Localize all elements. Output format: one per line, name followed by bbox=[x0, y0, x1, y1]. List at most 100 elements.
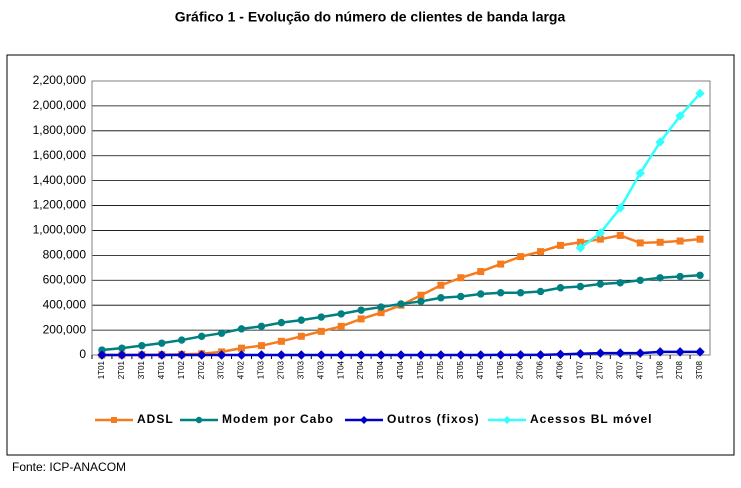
data-point bbox=[635, 348, 645, 358]
series-line bbox=[101, 274, 701, 352]
x-tick-label: 4T06 bbox=[556, 360, 565, 379]
x-tick-label: 2T01 bbox=[117, 360, 126, 379]
data-point bbox=[615, 203, 625, 213]
data-point bbox=[595, 348, 606, 358]
x-tick-label: 1T02 bbox=[177, 360, 186, 379]
data-point bbox=[575, 243, 586, 253]
data-point bbox=[357, 306, 365, 314]
data-point bbox=[396, 350, 406, 360]
x-tick-label: 1T04 bbox=[336, 360, 345, 379]
data-point bbox=[257, 342, 265, 350]
data-point bbox=[537, 248, 545, 256]
data-point bbox=[297, 316, 306, 324]
data-point bbox=[556, 284, 565, 292]
data-point bbox=[656, 274, 664, 282]
data-point bbox=[137, 350, 147, 360]
data-point bbox=[97, 350, 107, 360]
x-tick-label: 3T06 bbox=[536, 360, 545, 379]
x-tick-label: 4T07 bbox=[635, 360, 644, 379]
x-tick-label: 4T01 bbox=[157, 360, 166, 379]
data-point bbox=[457, 292, 465, 301]
x-tick-label: 2T02 bbox=[197, 360, 206, 379]
data-point bbox=[596, 280, 605, 288]
y-tick-label: 600,000 bbox=[43, 272, 87, 286]
data-point bbox=[257, 322, 266, 331]
data-point bbox=[695, 347, 705, 357]
data-point bbox=[616, 279, 624, 287]
data-point bbox=[636, 276, 644, 284]
data-point bbox=[316, 350, 326, 360]
y-tick-label: 1,800,000 bbox=[33, 123, 87, 137]
source-note: Fonte: ICP-ANACOM bbox=[12, 460, 126, 474]
data-point bbox=[655, 137, 665, 147]
data-point bbox=[356, 350, 366, 360]
x-tick-label: 4T03 bbox=[316, 360, 325, 379]
data-point bbox=[517, 253, 525, 261]
x-tick-label: 2T05 bbox=[436, 360, 445, 379]
data-point bbox=[516, 289, 525, 297]
data-point bbox=[615, 348, 625, 358]
data-point bbox=[376, 350, 386, 360]
x-tick-label: 3T08 bbox=[695, 360, 704, 379]
data-point bbox=[437, 294, 445, 302]
x-tick-label: 1T01 bbox=[97, 360, 106, 379]
data-point bbox=[217, 329, 226, 337]
x-tick-label: 1T06 bbox=[496, 360, 505, 379]
data-point bbox=[695, 88, 705, 99]
data-point bbox=[696, 271, 704, 279]
legend-marker bbox=[360, 416, 368, 424]
legend-marker bbox=[195, 416, 203, 424]
data-point bbox=[496, 289, 505, 297]
data-point bbox=[655, 347, 665, 357]
legend-label: Acessos BL móvel bbox=[530, 412, 653, 426]
y-tick-label: 1,000,000 bbox=[33, 223, 87, 237]
data-point bbox=[477, 290, 485, 298]
data-point bbox=[397, 300, 405, 308]
data-point bbox=[377, 303, 385, 311]
x-tick-label: 1T08 bbox=[655, 360, 664, 379]
data-point bbox=[696, 235, 704, 243]
data-point bbox=[276, 350, 287, 360]
data-point bbox=[157, 350, 167, 360]
x-tick-label: 1T07 bbox=[576, 360, 585, 379]
data-point bbox=[336, 350, 346, 360]
data-point bbox=[576, 282, 585, 291]
data-point bbox=[337, 310, 345, 318]
data-point bbox=[416, 350, 426, 360]
data-point bbox=[436, 350, 446, 360]
data-point bbox=[337, 322, 345, 330]
data-point bbox=[636, 239, 644, 247]
x-tick-label: 2T03 bbox=[276, 360, 285, 379]
legend-label: Modem por Cabo bbox=[222, 412, 334, 426]
data-point bbox=[457, 274, 465, 282]
data-point bbox=[277, 337, 285, 345]
data-point bbox=[296, 350, 307, 360]
y-tick-label: 200,000 bbox=[43, 322, 87, 336]
x-tick-label: 3T01 bbox=[137, 360, 146, 379]
data-point bbox=[216, 350, 227, 360]
chart-frame bbox=[6, 54, 735, 456]
data-point bbox=[236, 350, 247, 360]
data-point bbox=[515, 350, 526, 360]
y-tick-label: 1,200,000 bbox=[33, 198, 87, 212]
data-point bbox=[556, 241, 564, 249]
data-point bbox=[675, 111, 685, 121]
data-point bbox=[456, 350, 466, 360]
y-tick-label: 400,000 bbox=[43, 297, 87, 311]
plot-frame bbox=[91, 80, 711, 356]
data-point bbox=[158, 339, 166, 347]
y-tick-label: 2,000,000 bbox=[33, 98, 87, 112]
data-point bbox=[317, 327, 325, 335]
y-tick-label: 0 bbox=[79, 347, 86, 361]
legend-marker bbox=[503, 416, 511, 424]
x-tick-label: 2T06 bbox=[516, 360, 525, 379]
y-tick-label: 2,200,000 bbox=[33, 73, 87, 87]
y-tick-label: 800,000 bbox=[43, 248, 87, 262]
y-tick-label: 1,400,000 bbox=[33, 173, 87, 187]
data-point bbox=[497, 260, 505, 268]
data-point bbox=[178, 336, 186, 344]
legend-label: ADSL bbox=[137, 412, 174, 426]
data-point bbox=[256, 350, 267, 360]
data-point bbox=[595, 228, 606, 238]
